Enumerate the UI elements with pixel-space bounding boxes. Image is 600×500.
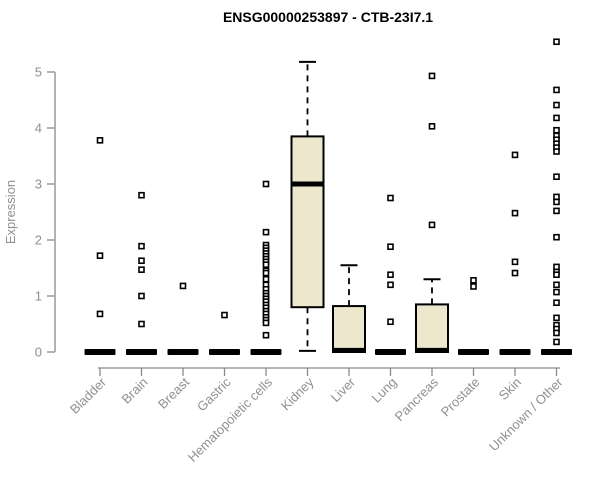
y-tick-label: 5 [35, 65, 42, 80]
y-tick-label: 2 [35, 233, 42, 248]
outlier-point [553, 329, 560, 337]
collapsed-box [458, 349, 489, 355]
outlier-point [138, 320, 145, 328]
outlier-point [553, 126, 560, 134]
outlier-point [387, 194, 394, 202]
outlier-point [553, 338, 560, 346]
outlier-point [262, 319, 270, 327]
outlier-point [138, 266, 145, 273]
outlier-point [428, 72, 436, 80]
collapsed-box [167, 349, 199, 355]
outlier-point [262, 275, 270, 283]
outlier-point [96, 137, 104, 144]
x-category-label: Pancreas [392, 374, 442, 424]
outlier-point [470, 283, 477, 290]
y-tick-label: 4 [35, 121, 42, 136]
x-category-label: Breast [155, 374, 192, 411]
outlier-point [387, 243, 394, 251]
outlier-point [553, 173, 560, 181]
outlier-point [96, 252, 104, 259]
y-tick-label: 0 [35, 345, 42, 360]
box [415, 303, 449, 353]
outlier-point [138, 257, 145, 265]
box [290, 135, 325, 309]
collapsed-box [499, 349, 531, 355]
outlier-point [553, 114, 560, 122]
outlier-point [262, 180, 270, 188]
x-category-label: Lung [369, 375, 400, 406]
outlier-point [553, 207, 560, 215]
x-category-label: Kidney [278, 374, 317, 413]
collapsed-box [250, 349, 282, 355]
outlier-point [511, 258, 519, 266]
collapsed-box [126, 349, 157, 355]
outlier-point [553, 299, 560, 307]
collapsed-box [209, 349, 240, 355]
outlier-point [428, 221, 436, 229]
outlier-point [511, 209, 519, 217]
outlier-point [262, 331, 270, 339]
box [332, 305, 366, 353]
outlier-point [553, 314, 560, 322]
y-tick-label: 3 [35, 177, 42, 192]
outlier-point [553, 86, 560, 94]
outlier-point [553, 101, 560, 109]
y-axis-label: Expression [3, 180, 18, 244]
outlier-point [553, 281, 560, 289]
x-category-label: Skin [496, 375, 524, 403]
x-category-label: Liver [328, 374, 359, 405]
outlier-point [387, 318, 394, 326]
outlier-point [262, 261, 270, 268]
y-tick-label: 1 [35, 289, 42, 304]
outlier-point [138, 191, 145, 199]
outlier-point [470, 277, 477, 284]
outlier-point [553, 233, 560, 241]
outlier-point [553, 148, 560, 155]
collapsed-box [541, 349, 572, 355]
outlier-point [511, 151, 519, 159]
outlier-point [387, 271, 394, 279]
outlier-point [553, 271, 560, 279]
outlier-point [262, 269, 270, 277]
outlier-point [138, 242, 145, 250]
outlier-point [96, 310, 104, 318]
outlier-point [511, 269, 519, 277]
outlier-point [221, 311, 228, 319]
x-category-label: Bladder [67, 374, 110, 417]
x-category-label: Unknown / Other [486, 374, 566, 454]
x-category-label: Prostate [438, 375, 483, 420]
x-category-label: Brain [119, 375, 151, 407]
outlier-point [553, 198, 560, 206]
outlier-point [138, 292, 145, 300]
x-category-label: Gastric [194, 374, 234, 414]
outlier-point [553, 38, 560, 46]
outlier-point [262, 228, 270, 236]
outlier-point [553, 288, 560, 296]
collapsed-box [375, 349, 406, 355]
outlier-point [387, 281, 394, 289]
chart-title: ENSG00000253897 - CTB-23I7.1 [223, 9, 433, 25]
outlier-point [428, 123, 436, 130]
outlier-point [179, 282, 187, 290]
collapsed-box [84, 349, 116, 355]
